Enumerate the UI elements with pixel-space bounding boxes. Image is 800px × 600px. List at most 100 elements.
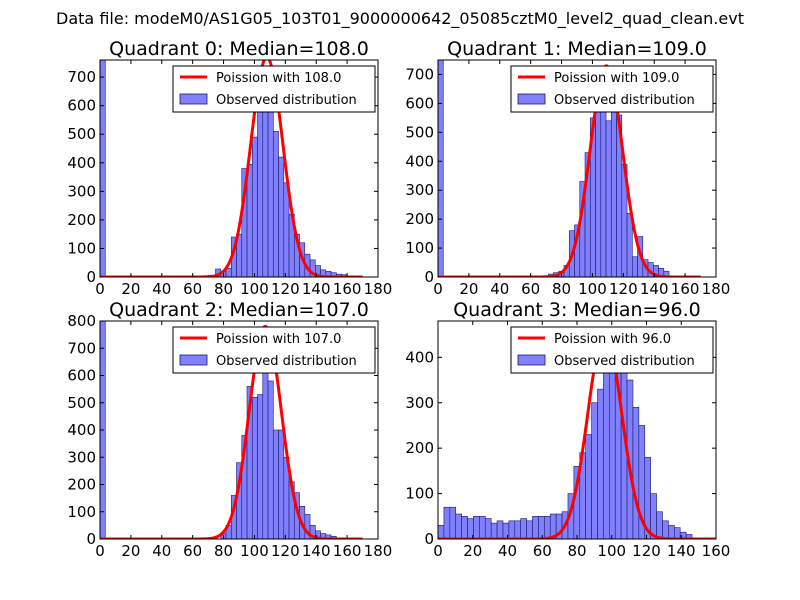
legend-box [510, 326, 714, 374]
x-tick-label: 120 [271, 542, 300, 560]
x-tick-label: 180 [364, 542, 393, 560]
x-tick-label: 60 [521, 280, 540, 298]
histogram-bar [262, 93, 269, 277]
legend-hist-label: Observed distribution [554, 354, 695, 369]
x-tick-label: 60 [183, 280, 202, 298]
histogram-bar [600, 103, 607, 277]
y-tick-label: 500 [405, 123, 434, 141]
histogram-bar [526, 520, 533, 539]
y-tick-label: 400 [67, 421, 96, 439]
histogram-bar [496, 520, 504, 539]
legend: Poission with 109.0 Observed distribution [510, 65, 714, 113]
y-tick-label: 200 [405, 210, 434, 228]
y-tick-label: 500 [67, 394, 96, 412]
x-tick-label: 0 [433, 542, 443, 560]
x-tick-label: 180 [702, 280, 731, 298]
x-tick-label: 160 [333, 542, 362, 560]
x-tick-label: 40 [152, 280, 171, 298]
histogram-bar [514, 520, 522, 539]
histogram-bar [267, 380, 274, 539]
histogram-bar [538, 515, 545, 539]
histogram-bar [251, 396, 258, 539]
histogram-bar [225, 268, 232, 277]
y-tick-label: 600 [67, 97, 96, 115]
x-tick-label: 160 [333, 280, 362, 298]
x-tick-label: 60 [183, 542, 202, 560]
y-tick-label: 100 [67, 239, 96, 257]
x-tick-label: 140 [302, 542, 331, 560]
x-tick-label: 60 [533, 542, 552, 560]
y-tick-label: 200 [67, 211, 96, 229]
poisson-curve [438, 64, 701, 277]
histogram-bar [278, 429, 285, 539]
y-tick-label: 300 [405, 394, 434, 412]
y-tick-label: 0 [86, 530, 96, 548]
y-tick-label: 100 [67, 503, 96, 521]
x-tick-label: 20 [121, 280, 140, 298]
x-tick-label: 120 [632, 542, 661, 560]
histogram-bar [438, 525, 445, 539]
histogram-bar [473, 515, 480, 539]
axes-frame [99, 59, 379, 278]
histogram-bar [662, 520, 669, 539]
histogram-bar [272, 131, 279, 277]
x-tick-label: 80 [552, 280, 571, 298]
histogram-bar [632, 406, 640, 539]
legend: Poission with 108.0 Observed distribution [172, 65, 376, 113]
histogram-bar [520, 518, 527, 539]
histogram-bar [257, 105, 264, 277]
x-tick-label: 80 [567, 542, 586, 560]
histogram-bar [585, 434, 592, 539]
x-tick-label: 100 [578, 280, 607, 298]
quadrant-title: Quadrant 1: Median=109.0 [447, 38, 707, 60]
histogram-bar [438, 60, 444, 277]
y-tick-label: 400 [405, 152, 434, 170]
histogram-bar [610, 108, 617, 277]
x-tick-label: 20 [121, 542, 140, 560]
quadrant-1-plot: 0 20 40 60 80 100 120 140 160 1800100200300400500… [405, 38, 730, 298]
x-tick-label: 0 [95, 280, 105, 298]
x-tick-label: 80 [214, 542, 233, 560]
legend-hist-swatch [517, 354, 546, 366]
histogram-bar [490, 522, 498, 539]
x-tick-label: 160 [702, 542, 731, 560]
x-tick-label: 100 [240, 542, 269, 560]
histogram-bar [257, 394, 264, 539]
histogram-bar [449, 506, 457, 539]
histogram-bar [251, 136, 258, 277]
x-tick-label: 100 [240, 280, 269, 298]
histogram-bar [479, 515, 486, 539]
y-tick-label: 100 [405, 485, 434, 503]
quadrant-title: Quadrant 2: Median=107.0 [109, 299, 369, 321]
y-tick-label: 600 [405, 94, 434, 112]
x-tick-label: 120 [609, 280, 638, 298]
histogram-bar [673, 527, 681, 539]
quadrant-0-plot: 0 20 40 60 80 100 120 140 160 1800100200300400500… [67, 38, 392, 298]
y-tick-label: 0 [86, 268, 96, 286]
y-tick-label: 300 [405, 181, 434, 199]
poisson-curve [100, 324, 363, 539]
legend-line-label: Poission with 96.0 [554, 332, 671, 347]
histogram-bar [544, 515, 551, 539]
histogram-bar [443, 506, 451, 539]
histogram-bar [532, 515, 539, 539]
legend-hist-swatch [517, 93, 546, 105]
x-tick-label: 20 [459, 280, 478, 298]
histogram-bar [591, 402, 598, 539]
histogram-bar [246, 163, 253, 277]
x-tick-label: 140 [667, 542, 696, 560]
axes-frame [437, 59, 717, 278]
histogram-bar [278, 156, 285, 277]
y-tick-label: 300 [67, 182, 96, 200]
x-tick-label: 140 [302, 280, 331, 298]
x-tick-label: 20 [463, 542, 482, 560]
histogram-bar [631, 256, 638, 277]
y-tick-label: 400 [67, 154, 96, 172]
x-tick-label: 40 [152, 542, 171, 560]
histogram-bar [272, 429, 279, 539]
histogram-bar [502, 522, 510, 539]
histogram-bar [508, 520, 516, 539]
y-tick-label: 300 [67, 448, 96, 466]
x-tick-label: 180 [364, 280, 393, 298]
legend: Poission with 96.0 Observed distribution [510, 326, 714, 374]
